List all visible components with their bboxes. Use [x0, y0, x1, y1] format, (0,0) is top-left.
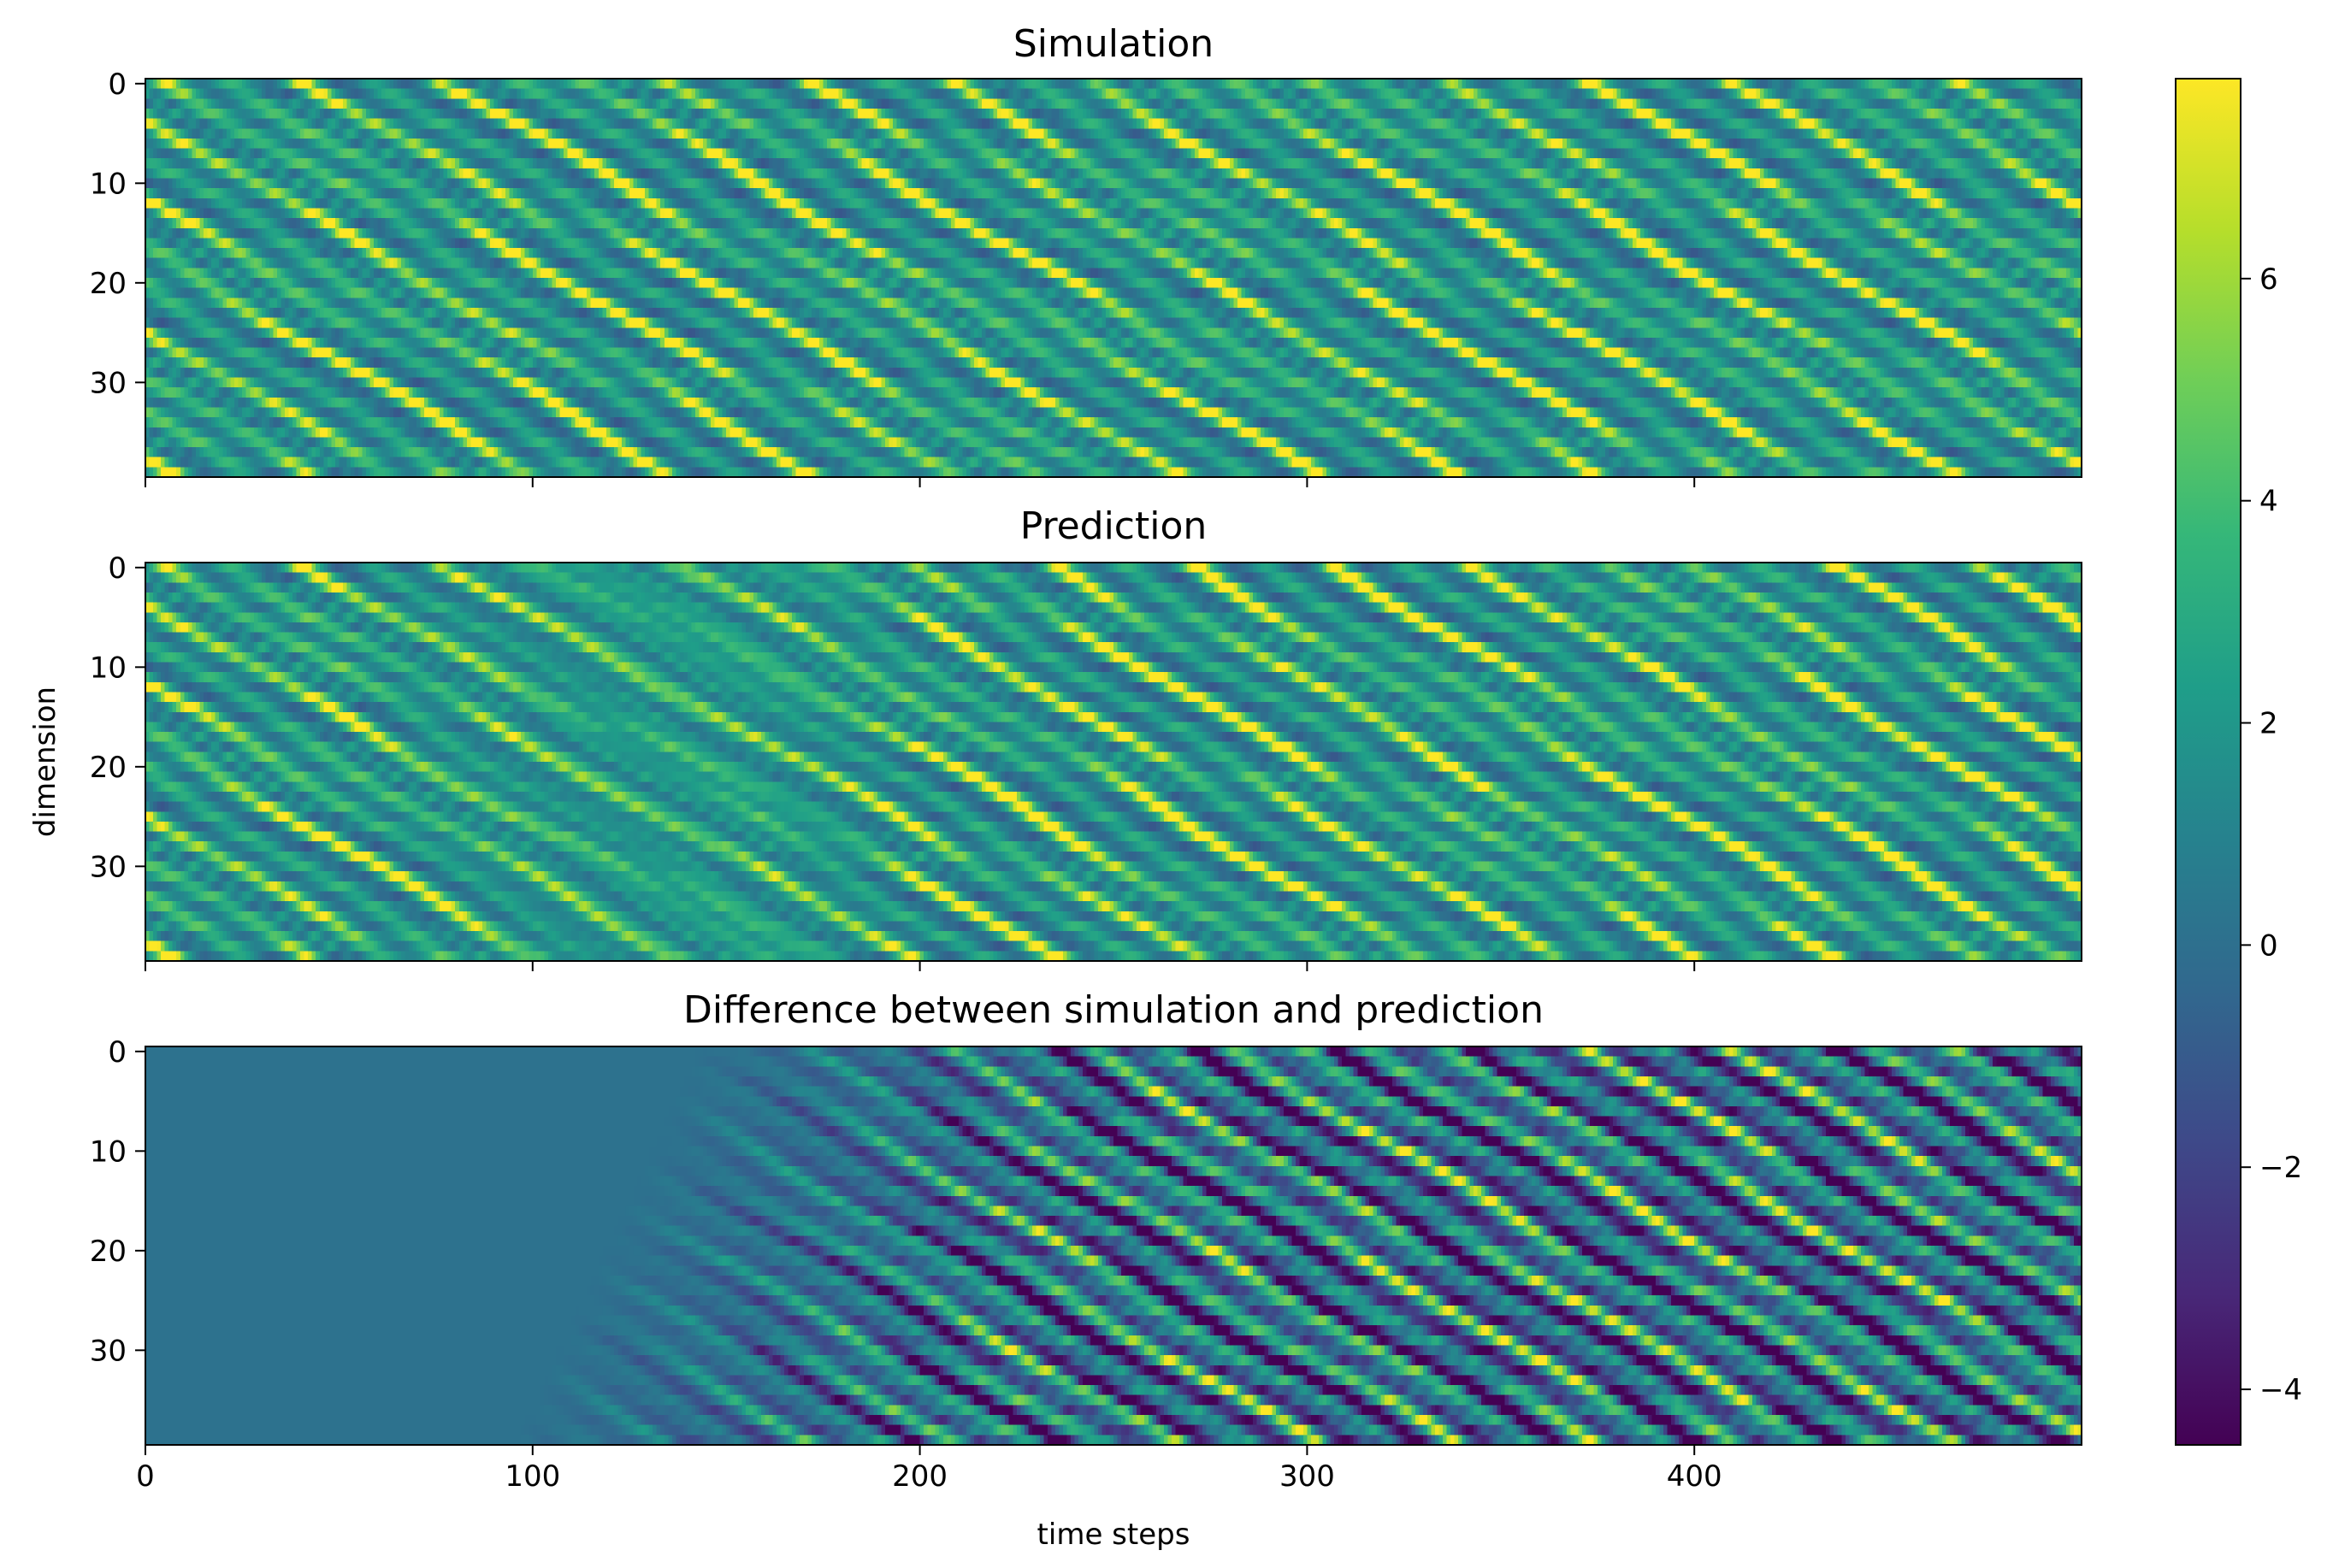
panel-difference: Difference between simulation and predic…: [90, 988, 2082, 1552]
colorbar: −4 −2 0 2 4 6: [2175, 78, 2302, 1446]
x-tick-label: 100: [505, 1459, 560, 1494]
axes-frame: [145, 78, 2082, 478]
colorbar-tick-label: −2: [2259, 1151, 2302, 1185]
heatmap-image: [145, 563, 2082, 961]
colorbar-tick-label: 2: [2259, 707, 2278, 741]
heatmap-image: [145, 1046, 2082, 1445]
panel-simulation: Simulation 0 10 20 30: [90, 22, 2082, 487]
x-tick-label: 200: [892, 1459, 948, 1494]
y-tick-label: 30: [90, 1334, 127, 1368]
y-tick-label: 20: [90, 751, 127, 785]
colorbar-tick-label: 6: [2259, 262, 2278, 297]
heatmap-image: [145, 79, 2082, 477]
colorbar-tick-label: 4: [2259, 485, 2278, 519]
y-axis-label: dimension: [28, 687, 62, 837]
colorbar-tick-label: −4: [2259, 1373, 2302, 1407]
x-tick-label: 400: [1667, 1459, 1722, 1494]
axes-frame: [145, 562, 2082, 962]
y-tick-label: 30: [90, 850, 127, 884]
x-axis-label: time steps: [1037, 1518, 1190, 1552]
panel-prediction: Prediction 0 10 20 30 dimension: [28, 504, 2082, 971]
panel-title: Difference between simulation and predic…: [683, 988, 1544, 1032]
y-tick-label: 0: [108, 1035, 127, 1070]
y-tick-label: 10: [90, 651, 127, 685]
colorbar-frame: [2175, 78, 2241, 1446]
y-tick-label: 30: [90, 366, 127, 400]
colorbar-tick-label: 0: [2259, 928, 2278, 963]
y-tick-label: 20: [90, 267, 127, 301]
y-tick-label: 10: [90, 167, 127, 201]
panel-title: Simulation: [1013, 22, 1214, 66]
y-tick-label: 20: [90, 1235, 127, 1269]
y-tick-label: 0: [108, 551, 127, 586]
y-tick-label: 0: [108, 68, 127, 102]
x-tick-label: 300: [1279, 1459, 1335, 1494]
panel-title: Prediction: [1020, 504, 1208, 548]
colorbar-gradient: [2176, 79, 2241, 1445]
y-tick-label: 10: [90, 1135, 127, 1169]
x-tick-label: 0: [136, 1459, 155, 1494]
axes-frame: [145, 1046, 2082, 1446]
